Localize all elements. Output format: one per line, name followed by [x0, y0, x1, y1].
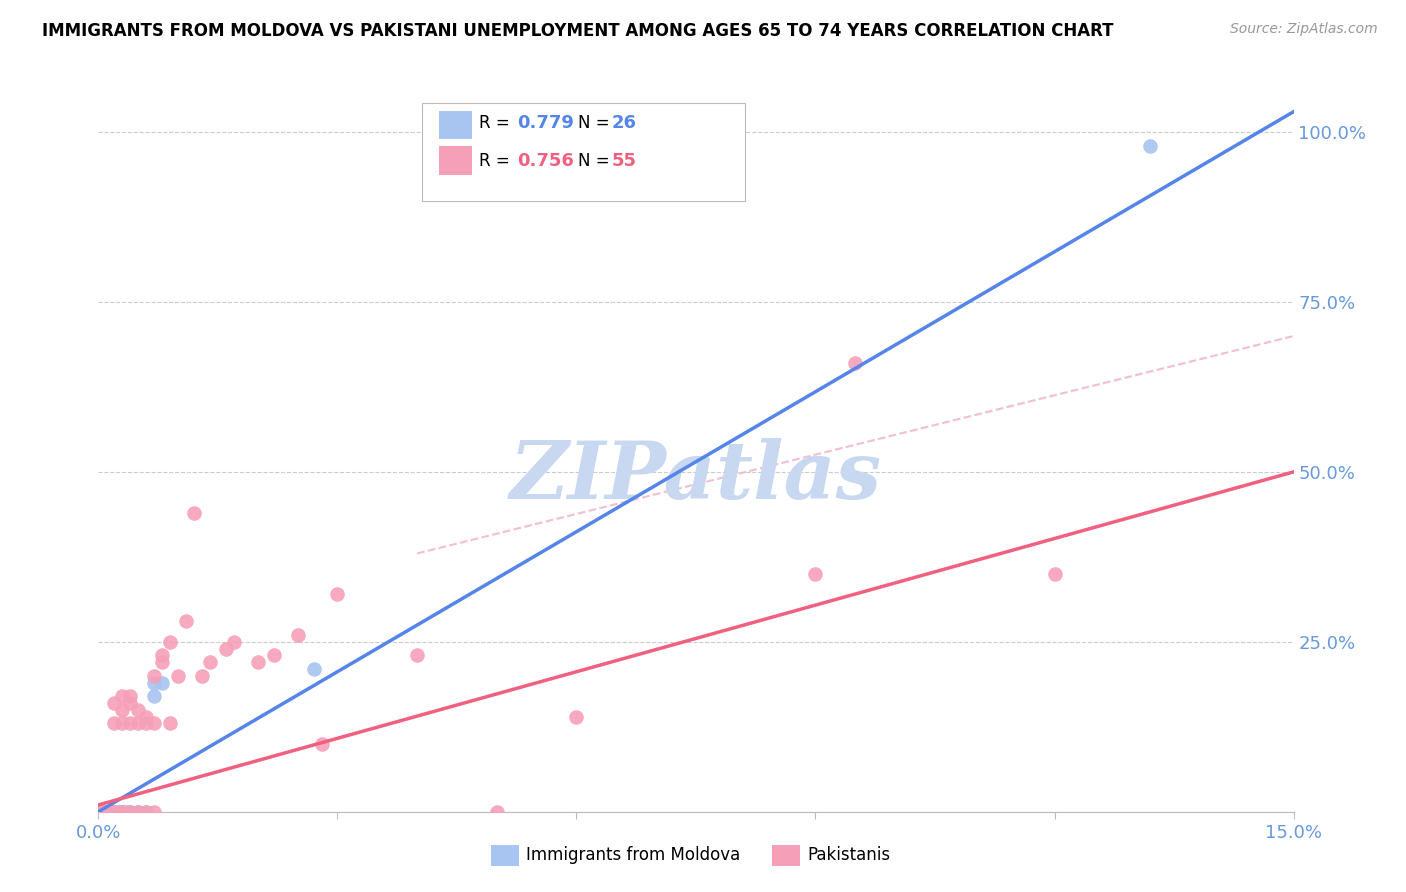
Point [111, 703, 134, 717]
Point [159, 716, 181, 731]
Point [246, 655, 269, 669]
Point [115, 805, 138, 819]
Point [103, 805, 125, 819]
Point [150, 655, 173, 669]
Point [215, 641, 238, 656]
Point [804, 566, 827, 581]
Point [96, 805, 118, 819]
Point [174, 615, 197, 629]
Point [111, 805, 134, 819]
Point [96, 805, 118, 819]
Point [1043, 566, 1066, 581]
Point [111, 805, 134, 819]
Point [143, 669, 166, 683]
Point [100, 805, 122, 819]
Text: Immigrants from Moldova: Immigrants from Moldova [526, 847, 740, 864]
Point [263, 648, 285, 663]
Point [103, 716, 125, 731]
Point [103, 696, 125, 710]
Point [191, 669, 214, 683]
Point [111, 716, 134, 731]
Text: Source: ZipAtlas.com: Source: ZipAtlas.com [1230, 22, 1378, 37]
Point [143, 689, 166, 703]
Point [1139, 138, 1161, 153]
Point [111, 805, 134, 819]
Point [100, 805, 122, 819]
Point [120, 696, 142, 710]
Point [120, 805, 142, 819]
Point [127, 805, 149, 819]
Point [127, 805, 149, 819]
Point [222, 635, 245, 649]
Point [150, 648, 173, 663]
Point [326, 587, 349, 601]
Point [127, 703, 149, 717]
Point [565, 709, 588, 723]
Text: R =: R = [479, 152, 516, 169]
Point [103, 805, 125, 819]
Point [103, 805, 125, 819]
Text: 0.779: 0.779 [517, 114, 574, 132]
Point [107, 805, 129, 819]
Point [87, 805, 110, 819]
Text: ZIPatlas: ZIPatlas [510, 438, 882, 515]
Point [159, 635, 181, 649]
Point [287, 628, 309, 642]
Point [135, 709, 157, 723]
Point [127, 716, 149, 731]
Text: 55: 55 [612, 152, 637, 169]
Point [87, 805, 110, 819]
Text: 26: 26 [612, 114, 637, 132]
Point [111, 689, 134, 703]
Point [103, 805, 125, 819]
Point [103, 805, 125, 819]
Point [111, 805, 134, 819]
Point [103, 805, 125, 819]
Point [311, 737, 333, 751]
Point [406, 648, 429, 663]
Point [120, 805, 142, 819]
Point [844, 356, 866, 370]
Text: IMMIGRANTS FROM MOLDOVA VS PAKISTANI UNEMPLOYMENT AMONG AGES 65 TO 74 YEARS CORR: IMMIGRANTS FROM MOLDOVA VS PAKISTANI UNE… [42, 22, 1114, 40]
Point [167, 669, 190, 683]
Text: Pakistanis: Pakistanis [807, 847, 890, 864]
Text: N =: N = [578, 152, 614, 169]
Point [96, 805, 118, 819]
Point [135, 716, 157, 731]
Point [302, 662, 325, 676]
Point [120, 716, 142, 731]
Point [91, 805, 114, 819]
Point [91, 805, 114, 819]
Point [100, 805, 122, 819]
Point [103, 805, 125, 819]
Text: R =: R = [479, 114, 516, 132]
Point [96, 805, 118, 819]
Point [143, 716, 166, 731]
Point [111, 805, 134, 819]
Text: 0.756: 0.756 [517, 152, 574, 169]
Point [485, 805, 508, 819]
Point [150, 675, 173, 690]
Point [96, 805, 118, 819]
Point [127, 805, 149, 819]
Point [96, 805, 118, 819]
Point [135, 805, 157, 819]
Point [198, 655, 221, 669]
Text: N =: N = [578, 114, 614, 132]
Point [183, 506, 205, 520]
Point [143, 805, 166, 819]
Point [135, 805, 157, 819]
Point [87, 805, 110, 819]
Point [96, 805, 118, 819]
Point [100, 805, 122, 819]
Point [120, 805, 142, 819]
Point [143, 675, 166, 690]
Point [107, 805, 129, 819]
Point [120, 689, 142, 703]
